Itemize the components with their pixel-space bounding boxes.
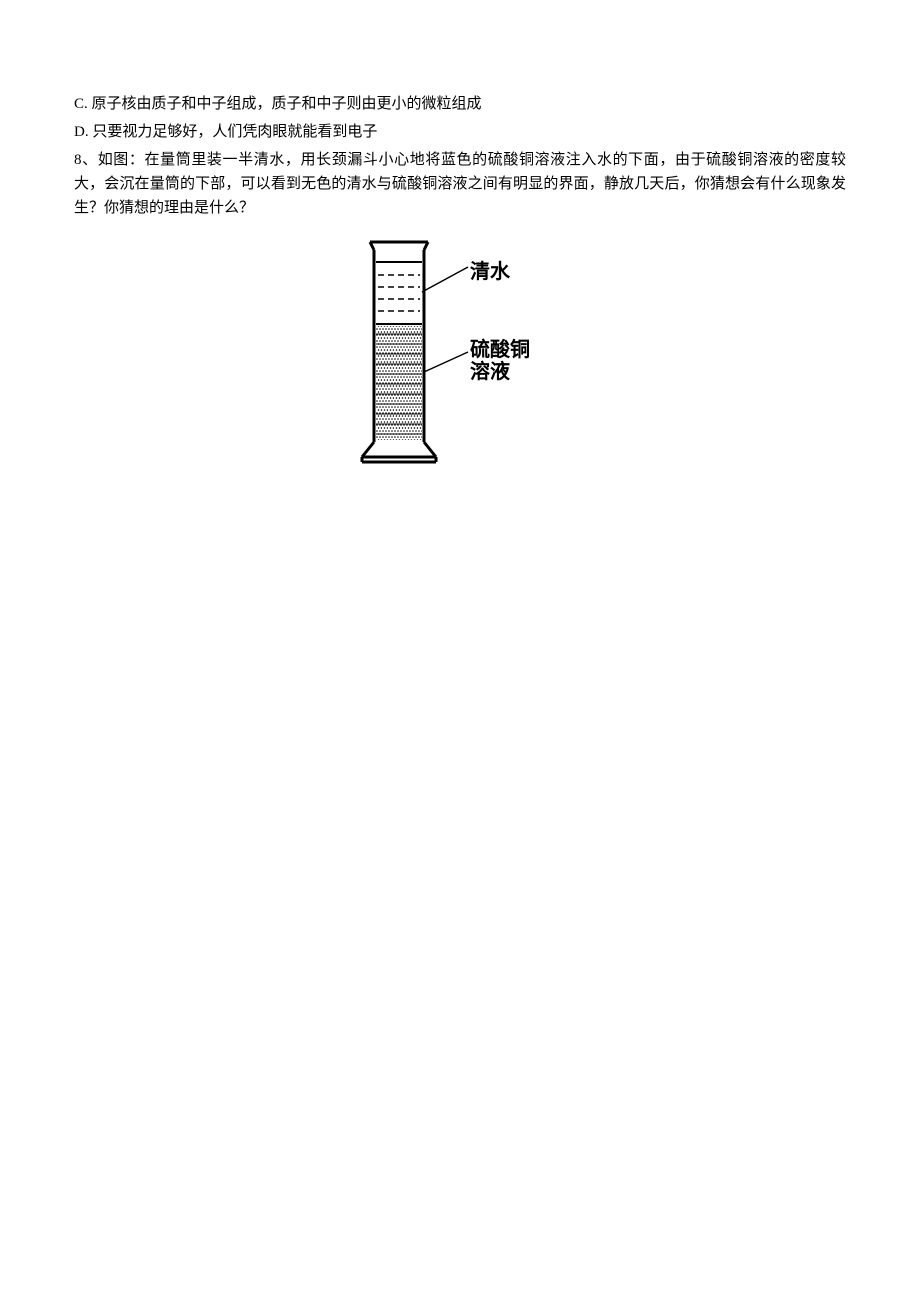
option-c: C. 原子核由质子和中子组成，质子和中子则由更小的微粒组成 [74,92,846,116]
solution-label-2: 溶液 [470,360,510,384]
water-label: 清水 [470,256,510,288]
option-d: D. 只要视力足够好，人们凭肉眼就能看到电子 [74,120,846,144]
question-8-text: 8、如图：在量筒里装一半清水，用长颈漏斗小心地将蓝色的硫酸铜溶液注入水的下面，由… [74,148,846,220]
diagram-container: 清水 硫酸铜 溶液 [74,232,846,472]
cylinder-diagram: 清水 硫酸铜 溶液 [340,232,580,472]
solution-label-1: 硫酸铜 [470,338,530,362]
cylinder-svg [340,232,580,472]
